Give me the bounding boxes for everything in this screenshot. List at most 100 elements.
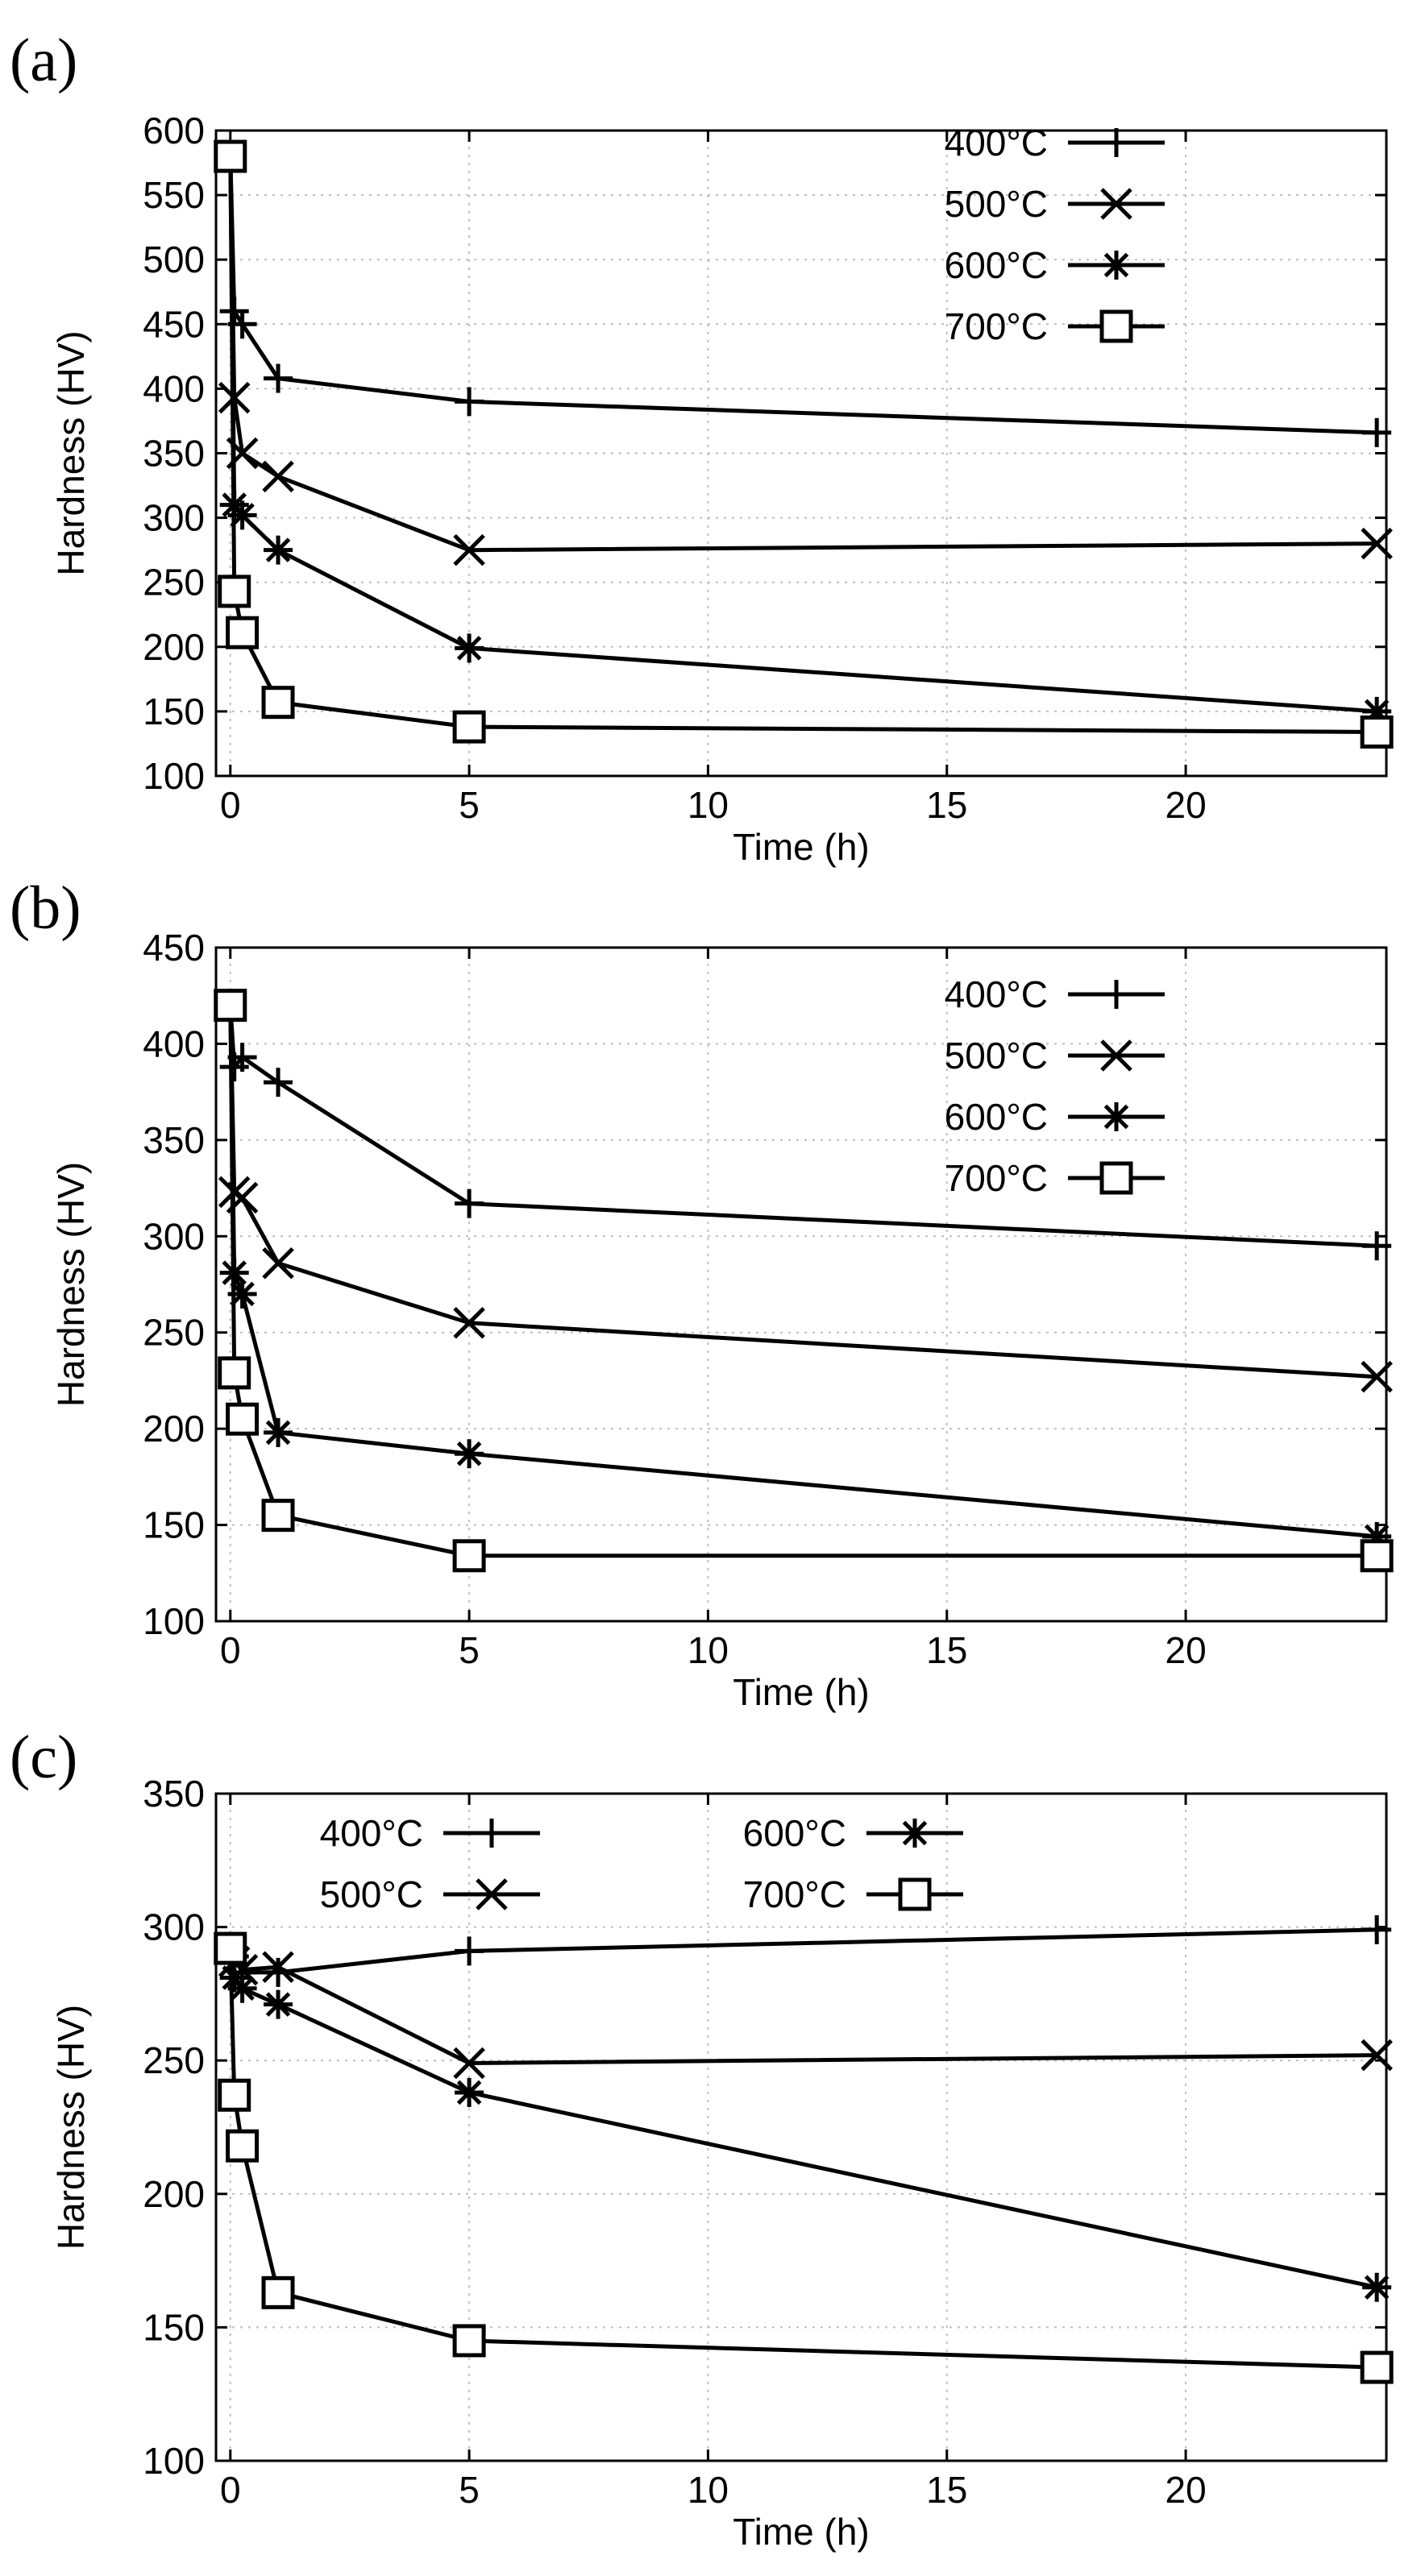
data-point bbox=[264, 1989, 293, 2019]
data-point bbox=[455, 633, 484, 663]
y-tick-label: 350 bbox=[143, 1119, 205, 1161]
x-tick-label: 20 bbox=[1165, 1629, 1206, 1671]
y-tick-label: 550 bbox=[143, 174, 205, 216]
series-plus bbox=[215, 1914, 1392, 1987]
x-axis-title: Time (h) bbox=[733, 2511, 870, 2553]
x-tick-label: 0 bbox=[220, 2469, 241, 2511]
data-point bbox=[1361, 2039, 1393, 2072]
data-point bbox=[262, 1951, 294, 1984]
legend-marker bbox=[1102, 1102, 1131, 1131]
legend-label: 700°C bbox=[743, 1873, 846, 1915]
series-line bbox=[228, 156, 1377, 734]
panel-label: (a) bbox=[10, 27, 77, 94]
y-tick-label: 300 bbox=[143, 497, 205, 539]
y-axis-title: Hardness (HV) bbox=[50, 330, 92, 575]
data-point bbox=[453, 1307, 485, 1339]
legend-marker bbox=[476, 1878, 508, 1910]
series-line bbox=[228, 1005, 1377, 1558]
series-square bbox=[214, 1931, 1394, 2384]
chart-panel-1: (a) 0 5 10 15 20 100 150 200 250 300 350 400 450 500 55… bbox=[10, 27, 1394, 868]
legend-label: 500°C bbox=[320, 1873, 423, 1915]
plot-frame bbox=[214, 946, 1388, 1623]
x-tick-label: 15 bbox=[926, 784, 967, 826]
axis-ticks bbox=[216, 1792, 1386, 2462]
legend-marker bbox=[1100, 1039, 1132, 1072]
legend-label: 700°C bbox=[945, 1157, 1048, 1199]
x-tick-label: 0 bbox=[220, 1629, 241, 1671]
legend-label: 600°C bbox=[743, 1812, 846, 1854]
x-tick-label: 15 bbox=[926, 1629, 967, 1671]
plot-frame bbox=[214, 1792, 1388, 2462]
data-point bbox=[1360, 716, 1394, 749]
legend-marker bbox=[1099, 1161, 1133, 1195]
x-tick-label: 10 bbox=[688, 1629, 729, 1671]
legend-label: 700°C bbox=[945, 305, 1048, 347]
y-tick-label: 100 bbox=[143, 2440, 205, 2482]
data-point bbox=[1361, 1360, 1393, 1393]
legend-marker bbox=[1102, 251, 1131, 280]
series-line bbox=[228, 1005, 1377, 1539]
x-tick-label: 5 bbox=[459, 784, 480, 826]
plot-frame bbox=[214, 129, 1388, 778]
data-point bbox=[261, 2275, 295, 2309]
data-point bbox=[455, 1936, 484, 1966]
y-tick-label: 450 bbox=[143, 927, 205, 969]
series-star bbox=[215, 142, 1392, 726]
y-axis-title: Hardness (HV) bbox=[50, 1162, 92, 1407]
panel-label: (b) bbox=[10, 874, 81, 942]
series-line bbox=[228, 156, 1377, 714]
data-point bbox=[1362, 2272, 1392, 2302]
panel-label: (c) bbox=[10, 1724, 77, 1791]
series-line bbox=[228, 1948, 1377, 2370]
x-tick-label: 0 bbox=[220, 784, 241, 826]
y-tick-label: 250 bbox=[143, 1312, 205, 1354]
y-tick-label: 600 bbox=[143, 110, 205, 151]
legend-marker bbox=[477, 1819, 506, 1848]
data-point bbox=[264, 363, 293, 393]
axis-ticks bbox=[216, 129, 1386, 778]
y-tick-label: 350 bbox=[143, 433, 205, 475]
data-point bbox=[226, 2129, 260, 2163]
x-tick-label: 20 bbox=[1165, 2469, 1206, 2511]
data-point bbox=[452, 2324, 486, 2358]
legend: 400°C 500°C 600°C 700°C bbox=[945, 973, 1165, 1199]
legend-label: 400°C bbox=[320, 1812, 423, 1854]
y-tick-label: 400 bbox=[143, 367, 205, 409]
legend-marker bbox=[898, 1877, 932, 1911]
y-tick-label: 300 bbox=[143, 1215, 205, 1257]
series-square bbox=[214, 989, 1394, 1573]
chart-panel-3: (c) 0 5 10 15 20 100 150 200 250 300 350 Time (h) Har… bbox=[10, 1724, 1394, 2553]
legend-label: 600°C bbox=[945, 244, 1048, 286]
data-point bbox=[455, 387, 484, 417]
data-point bbox=[452, 710, 486, 744]
data-point bbox=[1362, 1914, 1392, 1944]
chart-panel-2: (b) 0 5 10 15 20 100 150 200 250 300 350 400 450 Time … bbox=[10, 874, 1394, 1713]
series-line bbox=[228, 1005, 1377, 1248]
data-point bbox=[455, 1188, 484, 1218]
legend-label: 500°C bbox=[945, 1035, 1048, 1076]
series-plus bbox=[215, 990, 1392, 1261]
data-point bbox=[1360, 1539, 1394, 1573]
data-point bbox=[261, 686, 295, 720]
data-point bbox=[218, 2078, 251, 2112]
data-point bbox=[452, 1539, 486, 1573]
data-point bbox=[262, 460, 294, 493]
y-tick-label: 200 bbox=[143, 2173, 205, 2215]
data-point bbox=[1361, 527, 1393, 560]
legend-marker bbox=[1099, 309, 1133, 343]
y-tick-label: 500 bbox=[143, 239, 205, 280]
data-point bbox=[453, 2047, 485, 2080]
y-tick-label: 150 bbox=[143, 1504, 205, 1546]
x-tick-label: 15 bbox=[926, 2469, 967, 2511]
series-star bbox=[215, 1934, 1392, 2302]
data-point bbox=[1360, 2350, 1394, 2384]
series-line bbox=[228, 1948, 1377, 2290]
series-line bbox=[228, 156, 1377, 435]
data-point bbox=[455, 1439, 484, 1469]
legend-marker bbox=[1100, 188, 1132, 220]
data-point bbox=[218, 1356, 251, 1390]
data-point bbox=[226, 1402, 260, 1436]
legend-label: 600°C bbox=[945, 1096, 1048, 1138]
data-point bbox=[261, 1499, 295, 1533]
data-point bbox=[218, 575, 251, 608]
